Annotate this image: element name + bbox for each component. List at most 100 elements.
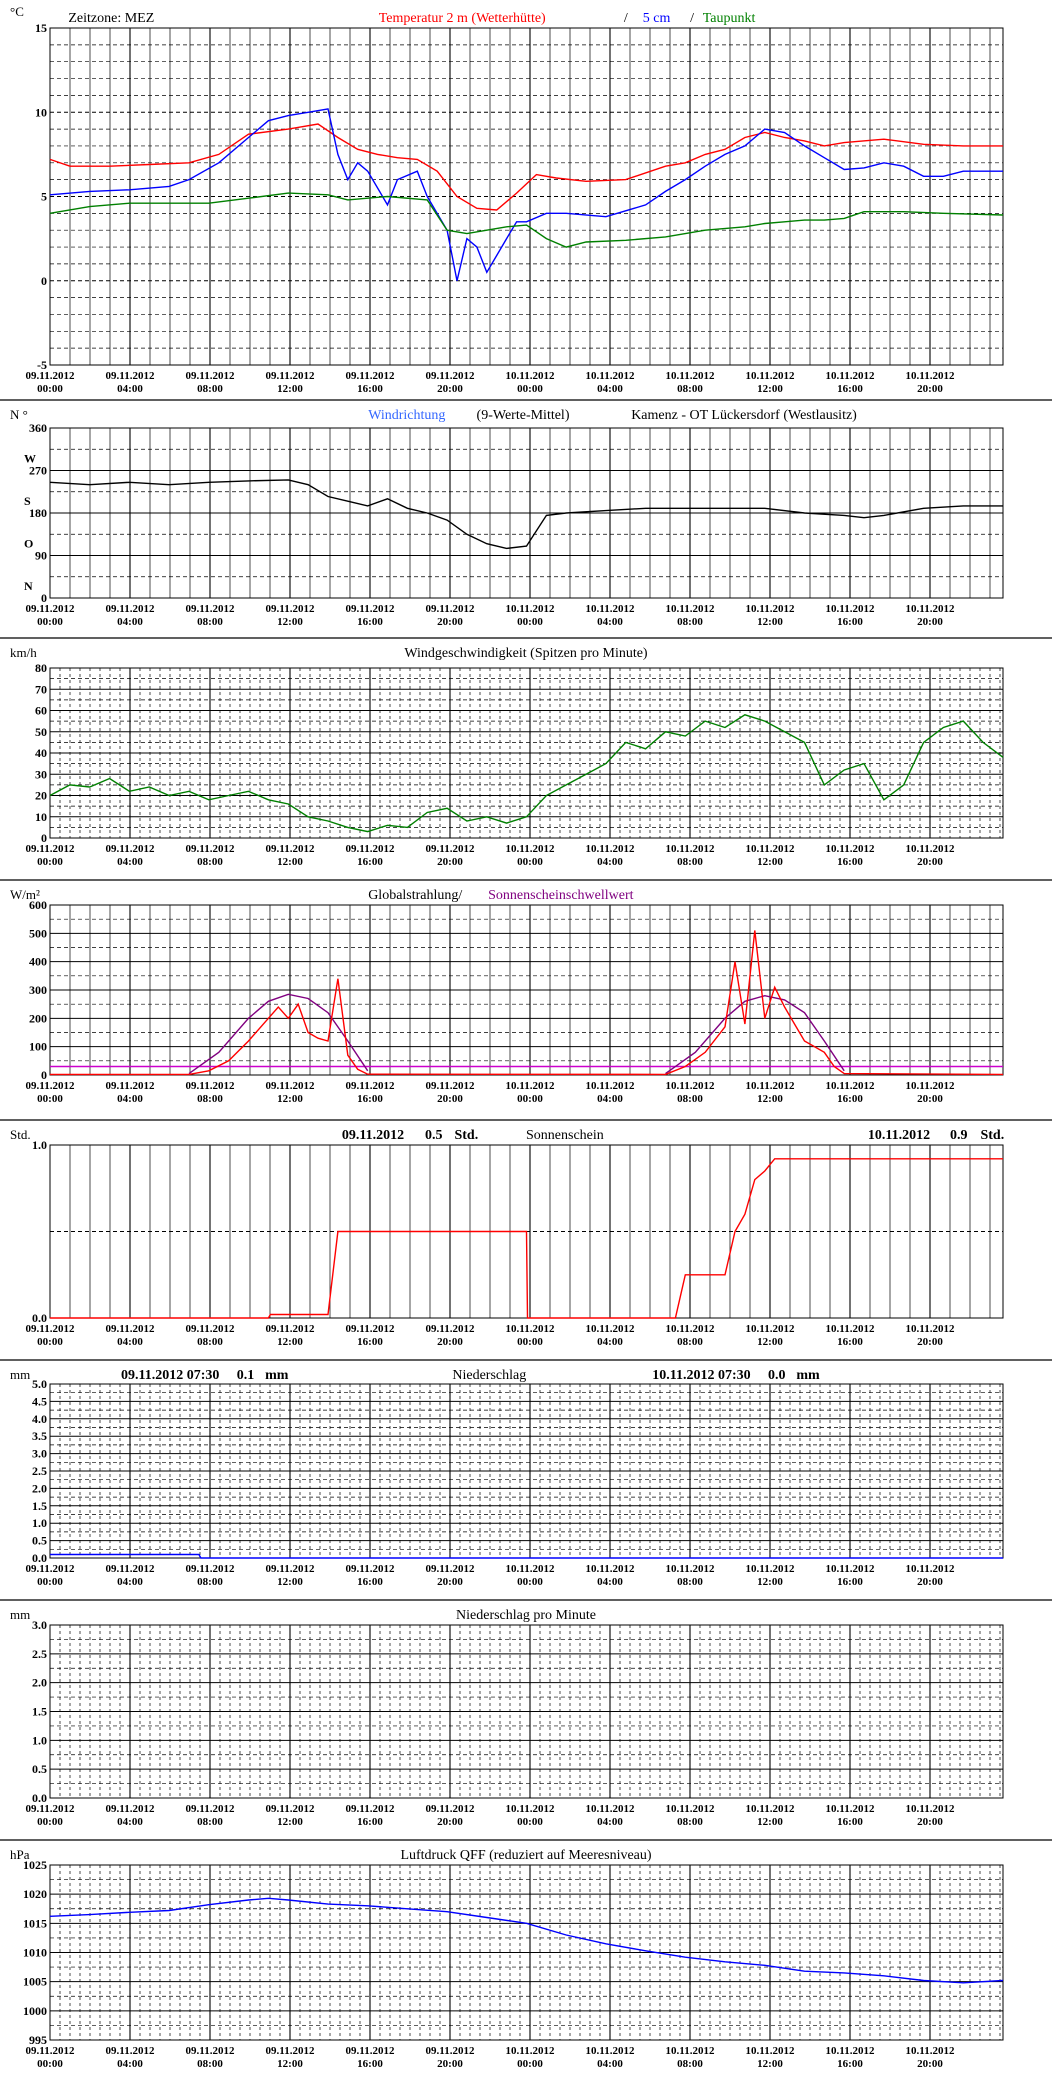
x-tick-date: 09.11.2012 xyxy=(26,1803,75,1815)
x-tick-time: 16:00 xyxy=(837,2058,863,2070)
y-tick-label: 1.5 xyxy=(32,1705,47,1719)
series-line-wind_speed-0 xyxy=(49,714,1004,833)
y-tick-label: 500 xyxy=(29,926,47,940)
x-tick-date: 10.11.2012 xyxy=(826,1080,875,1092)
series-line-radiation-2 xyxy=(665,994,845,1075)
y-unit-label: N ° xyxy=(10,407,28,422)
x-tick-date: 09.11.2012 xyxy=(186,370,235,382)
panel-title: Globalstrahlung/ xyxy=(368,888,462,903)
panel-title: Windrichtung xyxy=(368,408,445,423)
x-tick-date: 10.11.2012 xyxy=(826,1323,875,1335)
panel-title: 0.1 xyxy=(237,1368,255,1383)
x-tick-time: 16:00 xyxy=(837,1093,863,1105)
x-tick-time: 04:00 xyxy=(597,1576,623,1588)
x-tick-date: 10.11.2012 xyxy=(906,1323,955,1335)
y-tick-label: 360 xyxy=(29,421,47,435)
x-tick-time: 20:00 xyxy=(437,1576,463,1588)
x-tick-time: 12:00 xyxy=(277,1093,303,1105)
panel-title: Kamenz - OT Lückersdorf (Westlausitz) xyxy=(631,408,857,423)
x-tick-time: 04:00 xyxy=(117,383,143,395)
x-tick-date: 09.11.2012 xyxy=(426,1080,475,1092)
x-tick-date: 10.11.2012 xyxy=(746,1563,795,1575)
panel-title: Std. xyxy=(980,1128,1004,1143)
y-tick-label: 1005 xyxy=(23,1975,47,1989)
x-tick-date: 10.11.2012 xyxy=(666,1563,715,1575)
x-tick-date: 09.11.2012 xyxy=(426,603,475,615)
x-tick-date: 10.11.2012 xyxy=(906,370,955,382)
x-tick-time: 08:00 xyxy=(197,2058,223,2070)
y-tick-label: 300 xyxy=(29,983,47,997)
x-tick-time: 08:00 xyxy=(677,383,703,395)
x-tick-date: 09.11.2012 xyxy=(266,843,315,855)
x-tick-date: 10.11.2012 xyxy=(666,843,715,855)
x-tick-time: 12:00 xyxy=(757,1576,783,1588)
x-tick-date: 10.11.2012 xyxy=(746,603,795,615)
panel-title: Zeitzone: MEZ xyxy=(68,11,154,26)
x-tick-date: 10.11.2012 xyxy=(666,1803,715,1815)
x-tick-time: 08:00 xyxy=(197,383,223,395)
y-tick-label: 0 xyxy=(41,831,47,845)
x-tick-date: 10.11.2012 xyxy=(746,1080,795,1092)
y-tick-label: 5 xyxy=(41,190,47,204)
x-tick-time: 12:00 xyxy=(277,1576,303,1588)
y-unit-label: hPa xyxy=(10,1847,30,1862)
x-tick-time: 00:00 xyxy=(37,616,63,628)
y-tick-label: -5 xyxy=(37,358,47,372)
x-tick-time: 16:00 xyxy=(837,1576,863,1588)
x-tick-time: 04:00 xyxy=(117,616,143,628)
x-tick-date: 09.11.2012 xyxy=(426,843,475,855)
y-tick-label: 30 xyxy=(35,767,47,781)
panel-title: / xyxy=(690,11,694,26)
x-tick-date: 10.11.2012 xyxy=(746,1323,795,1335)
x-tick-time: 08:00 xyxy=(197,1336,223,1348)
x-tick-time: 12:00 xyxy=(757,2058,783,2070)
x-tick-date: 09.11.2012 xyxy=(186,1803,235,1815)
y-unit-label: Std. xyxy=(10,1127,31,1142)
y-tick-label: 1020 xyxy=(23,1887,47,1901)
x-tick-time: 08:00 xyxy=(677,616,703,628)
x-tick-date: 09.11.2012 xyxy=(26,843,75,855)
direction-label: S xyxy=(24,494,31,508)
series-line-temp-0 xyxy=(49,123,1003,211)
y-tick-label: 1015 xyxy=(23,1916,47,1930)
x-tick-time: 00:00 xyxy=(517,2058,543,2070)
panel-title: 0.5 xyxy=(425,1128,443,1143)
x-tick-date: 10.11.2012 xyxy=(586,370,635,382)
x-tick-date: 09.11.2012 xyxy=(106,1080,155,1092)
x-tick-time: 04:00 xyxy=(597,856,623,868)
panel-title: mm xyxy=(796,1368,820,1383)
panel-title: (9-Werte-Mittel) xyxy=(477,408,570,423)
y-tick-label: 1010 xyxy=(23,1946,47,1960)
x-tick-date: 10.11.2012 xyxy=(586,603,635,615)
y-tick-label: 2.5 xyxy=(32,1647,47,1661)
x-tick-date: 10.11.2012 xyxy=(826,370,875,382)
y-unit-label: km/h xyxy=(10,645,37,660)
x-tick-date: 09.11.2012 xyxy=(106,1563,155,1575)
x-tick-date: 09.11.2012 xyxy=(346,843,395,855)
panel-title: 09.11.2012 07:30 xyxy=(121,1368,219,1383)
x-tick-date: 10.11.2012 xyxy=(826,2045,875,2057)
x-tick-time: 20:00 xyxy=(437,616,463,628)
panel-title: / xyxy=(624,11,628,26)
y-tick-label: 1.0 xyxy=(32,1138,47,1152)
x-tick-time: 04:00 xyxy=(117,2058,143,2070)
x-tick-time: 16:00 xyxy=(357,2058,383,2070)
x-tick-date: 09.11.2012 xyxy=(106,370,155,382)
x-tick-time: 12:00 xyxy=(757,856,783,868)
x-tick-time: 00:00 xyxy=(37,2058,63,2070)
x-tick-date: 10.11.2012 xyxy=(506,603,555,615)
y-tick-label: 180 xyxy=(29,506,47,520)
x-tick-date: 10.11.2012 xyxy=(746,843,795,855)
y-tick-label: 0.5 xyxy=(32,1534,47,1548)
x-tick-date: 09.11.2012 xyxy=(26,603,75,615)
x-tick-date: 09.11.2012 xyxy=(106,2045,155,2057)
y-tick-label: 0.0 xyxy=(32,1311,47,1325)
x-tick-date: 10.11.2012 xyxy=(826,843,875,855)
x-tick-time: 16:00 xyxy=(357,1336,383,1348)
direction-label: N xyxy=(24,579,33,593)
x-tick-time: 20:00 xyxy=(437,1093,463,1105)
x-tick-date: 09.11.2012 xyxy=(26,370,75,382)
y-tick-label: 0.5 xyxy=(32,1762,47,1776)
